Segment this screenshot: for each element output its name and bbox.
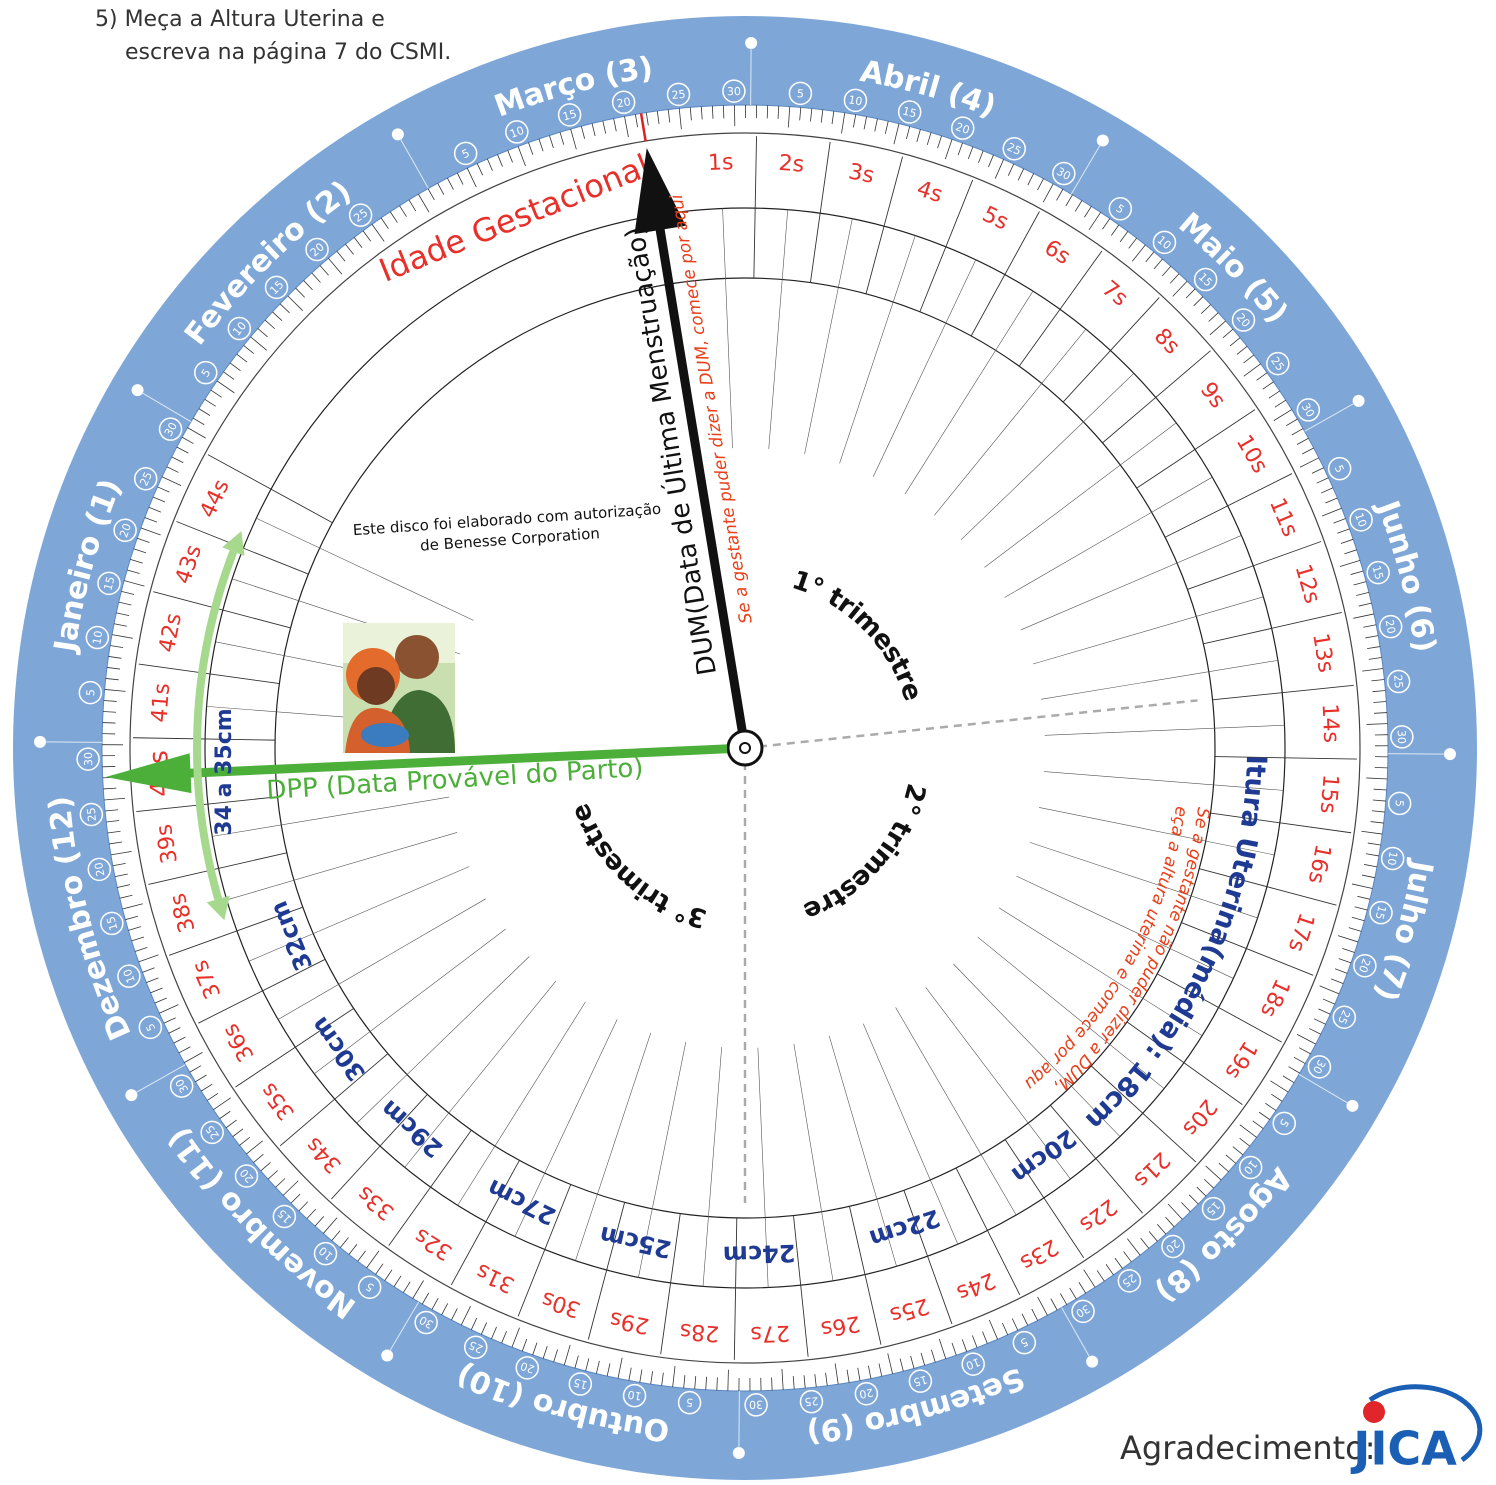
- day-label: 25: [671, 88, 686, 102]
- day-label: 20: [858, 1386, 874, 1401]
- week-label: 28s: [679, 1318, 720, 1346]
- day-tick: [717, 1377, 718, 1390]
- instruction: escreva na página 7 do CSMI.: [125, 40, 451, 65]
- logo: JICA: [1350, 1422, 1457, 1476]
- month-divider-dot: [1097, 135, 1109, 147]
- day-label: 5: [686, 1395, 694, 1409]
- day-label: 25: [1391, 674, 1405, 689]
- day-label: 25: [85, 807, 99, 822]
- day-label: 10: [1385, 850, 1400, 866]
- day-label: 5: [1392, 799, 1406, 807]
- week-label: 3s: [846, 159, 876, 189]
- illustration-baby: [361, 723, 409, 747]
- month-divider-dot: [392, 128, 404, 140]
- pregnancy-wheel: Janeiro (1)51015202530Fevereiro (2)51015…: [0, 0, 1496, 1481]
- month-divider-dot: [1086, 1356, 1098, 1368]
- family-illustration: [343, 623, 455, 753]
- day-label: 30: [82, 752, 95, 766]
- month-divider-dot: [1444, 748, 1456, 760]
- month-divider-dot: [745, 37, 757, 49]
- day-label: 20: [92, 861, 107, 877]
- month-divider-dot: [34, 736, 46, 748]
- logo-dot: [1363, 1401, 1385, 1423]
- day-label: 30: [1395, 730, 1408, 744]
- week-label: 15s: [1315, 773, 1343, 814]
- month-divider-dot: [381, 1349, 393, 1361]
- illustration-face: [357, 667, 395, 705]
- month-divider-dot: [132, 384, 144, 396]
- day-label: 25: [804, 1394, 819, 1408]
- month-divider-dot: [125, 1089, 137, 1101]
- day-label: 30: [749, 1398, 763, 1411]
- acknowledgment: Agradecimento:: [1120, 1429, 1376, 1467]
- month-divider-dot: [1353, 395, 1365, 407]
- fundal-height-label: 24cm: [722, 1239, 795, 1269]
- month-divider-dot: [1346, 1100, 1358, 1112]
- dpp-range: 34 a 35cm: [212, 708, 237, 835]
- week-label: 2s: [778, 151, 805, 178]
- week-label: 27s: [750, 1320, 791, 1347]
- day-label: 20: [1383, 619, 1398, 635]
- day-label: 30: [727, 85, 741, 98]
- day-tick: [728, 1370, 729, 1391]
- week-label: 41s: [147, 682, 175, 723]
- day-label: 20: [616, 95, 632, 110]
- week-label: 14s: [1317, 703, 1344, 743]
- instruction: 5) Meça a Altura Uterina e: [95, 7, 385, 32]
- week-label: 1s: [707, 150, 733, 176]
- day-label: 5: [796, 87, 804, 101]
- day-tick: [772, 1377, 773, 1390]
- center-ring: [728, 731, 762, 765]
- day-label: 10: [847, 93, 863, 108]
- day-label: 10: [627, 1388, 643, 1403]
- day-label: 10: [90, 630, 105, 646]
- day-tick: [103, 723, 116, 724]
- day-label: 5: [84, 689, 98, 697]
- month-divider-dot: [733, 1447, 745, 1459]
- illustration-face: [395, 635, 439, 679]
